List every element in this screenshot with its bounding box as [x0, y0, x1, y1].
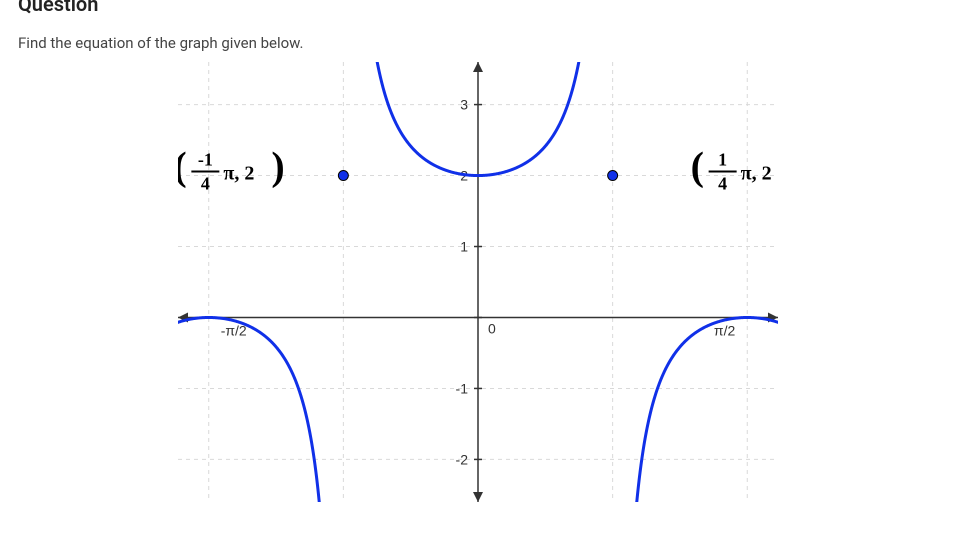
svg-text:1: 1	[460, 239, 468, 255]
svg-text:-1: -1	[198, 150, 213, 170]
chart-container: -2-10123-π/2π/2(-14 π, 2)(14 π, 2)	[18, 62, 938, 502]
svg-text:-2: -2	[456, 451, 469, 467]
svg-text:π, 2: π, 2	[741, 163, 772, 185]
page: Question Find the equation of the graph …	[0, 0, 956, 534]
svg-text:-1: -1	[456, 380, 469, 396]
secant-graph: -2-10123-π/2π/2(-14 π, 2)(14 π, 2)	[178, 62, 778, 502]
svg-text:(: (	[178, 144, 187, 189]
svg-text:4: 4	[201, 174, 210, 194]
svg-text:0: 0	[488, 320, 496, 336]
svg-text:): )	[271, 144, 284, 189]
question-prompt: Find the equation of the graph given bel…	[18, 34, 938, 52]
svg-text:3: 3	[460, 97, 468, 113]
svg-text:1: 1	[718, 150, 727, 170]
svg-text:4: 4	[718, 174, 727, 194]
svg-text:π/2: π/2	[714, 322, 736, 338]
svg-text:(: (	[691, 144, 704, 189]
question-heading: Question	[18, 0, 938, 14]
svg-text:π, 2: π, 2	[223, 163, 254, 185]
